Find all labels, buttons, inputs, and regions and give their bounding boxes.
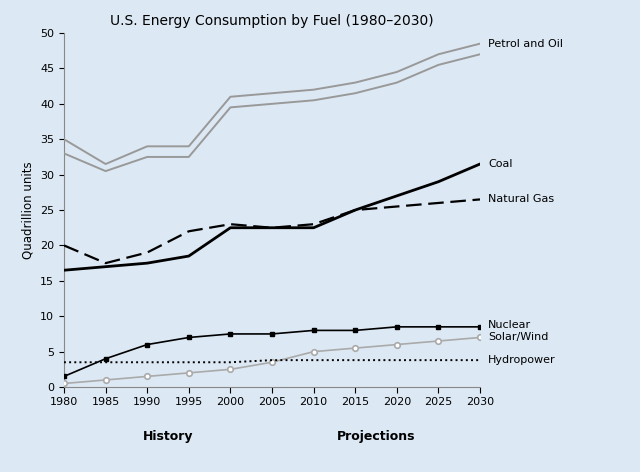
Text: Hydropower: Hydropower bbox=[488, 355, 556, 365]
Text: History: History bbox=[143, 430, 193, 443]
Text: Coal: Coal bbox=[488, 159, 513, 169]
Text: Natural Gas: Natural Gas bbox=[488, 194, 554, 204]
Text: Projections: Projections bbox=[337, 430, 415, 443]
Text: Solar/Wind: Solar/Wind bbox=[488, 332, 548, 343]
Text: Petrol and Oil: Petrol and Oil bbox=[488, 39, 563, 49]
Y-axis label: Quadrillion units: Quadrillion units bbox=[22, 161, 35, 259]
Title: U.S. Energy Consumption by Fuel (1980–2030): U.S. Energy Consumption by Fuel (1980–20… bbox=[110, 14, 434, 28]
Text: Nuclear: Nuclear bbox=[488, 320, 531, 330]
